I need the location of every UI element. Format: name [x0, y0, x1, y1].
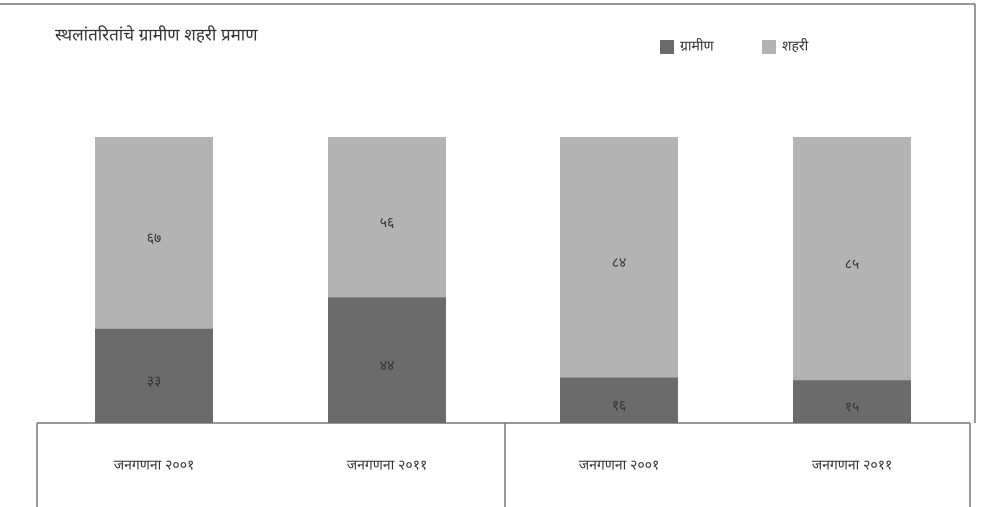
value-label: ६७ — [147, 230, 162, 246]
value-label: ३३ — [147, 373, 162, 389]
legend-label: ग्रामीण — [680, 38, 715, 54]
bar-segment — [560, 377, 678, 423]
bar-segment — [560, 137, 678, 378]
value-label: ५६ — [380, 214, 395, 230]
value-label: १५ — [845, 398, 860, 414]
bar-segment — [95, 328, 213, 423]
value-label: ८४ — [612, 254, 627, 270]
value-label: ८५ — [845, 255, 860, 271]
bar-segment — [328, 137, 446, 298]
value-label: ४४ — [380, 357, 395, 373]
bar-segment — [328, 297, 446, 423]
legend-swatch — [762, 40, 776, 54]
legend-label: शहरी — [782, 38, 809, 54]
bar-segment — [793, 137, 911, 381]
value-label: १६ — [612, 397, 627, 413]
legend-swatch — [660, 40, 674, 54]
x-tick-label: जनगणना २००१ — [114, 457, 195, 473]
x-tick-label: जनगणना २००१ — [579, 457, 660, 473]
x-tick-label: जनगणना २०११ — [347, 457, 428, 473]
chart-title: स्थलांतरितांचे ग्रामीण शहरी प्रमाण — [55, 24, 258, 44]
bar-segment — [95, 137, 213, 329]
bar-segment — [793, 380, 911, 423]
x-tick-label: जनगणना २०११ — [812, 457, 893, 473]
